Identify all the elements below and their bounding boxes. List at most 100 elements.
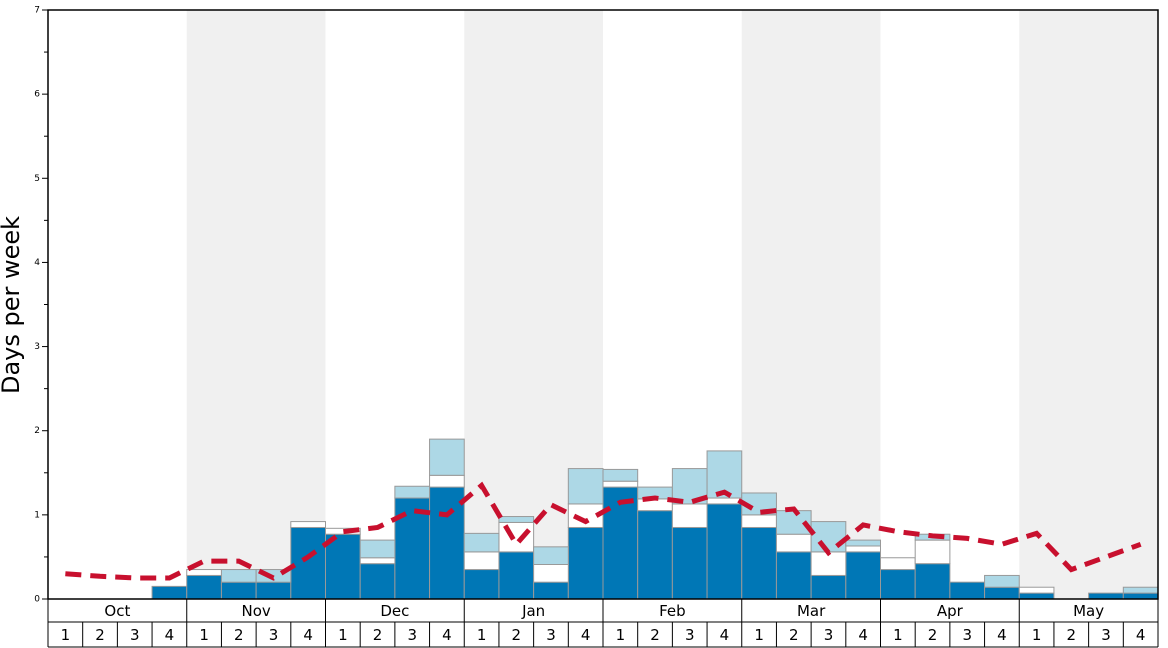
bar-segment	[463, 532, 500, 553]
bar-segment	[533, 564, 569, 583]
x-tick-label: 2	[1067, 626, 1077, 644]
bar-segment	[463, 569, 500, 600]
x-tick-label: 3	[269, 626, 279, 644]
bar-segment	[325, 533, 361, 600]
bar-segment	[463, 551, 500, 571]
bar-segment	[429, 474, 465, 488]
x-tick-label: 4	[165, 626, 175, 644]
x-tick-label: 4	[997, 626, 1007, 644]
month-shade	[1019, 10, 1158, 599]
month-label: Apr	[937, 602, 964, 620]
bar-segment	[602, 468, 639, 482]
bar-segment	[533, 581, 569, 600]
x-tick-label: 2	[512, 626, 522, 644]
bar-segment	[220, 569, 257, 583]
x-tick-label: 2	[789, 626, 799, 644]
bar-segment	[845, 551, 881, 600]
month-label: Feb	[659, 602, 686, 620]
bar-segment	[220, 581, 257, 600]
bar-segment	[810, 574, 847, 600]
x-tick-label: 4	[858, 626, 868, 644]
bar-segment	[290, 526, 326, 600]
bar-segment	[1018, 592, 1055, 600]
x-tick-label: 4	[720, 626, 730, 644]
bar-segment	[186, 569, 222, 576]
bar-segment	[359, 557, 396, 565]
bar-segment	[498, 516, 535, 523]
y-tick-label: 7	[34, 6, 40, 16]
x-tick-label: 3	[1101, 626, 1111, 644]
bar-segment	[359, 539, 396, 559]
x-tick-label: 4	[303, 626, 313, 644]
y-tick-label: 4	[34, 258, 40, 268]
bar-segment	[671, 503, 708, 528]
x-tick-label: 3	[130, 626, 140, 644]
y-tick-label: 0	[34, 595, 40, 605]
bar-segment	[1018, 586, 1055, 594]
trend-line	[65, 481, 1142, 581]
bar-segment	[186, 574, 222, 600]
bar-segment	[151, 585, 188, 600]
x-tick-label: 2	[234, 626, 244, 644]
bar-segment	[533, 546, 569, 566]
bar-segment	[359, 563, 396, 600]
bar-segment	[775, 551, 812, 600]
bar-segment	[637, 510, 673, 600]
bar-segment	[949, 581, 986, 600]
x-tick-label: 4	[1136, 626, 1146, 644]
bar-segment	[567, 468, 604, 505]
x-tick-label: 1	[616, 626, 626, 644]
x-tick-label: 1	[754, 626, 764, 644]
bar-segment	[429, 438, 465, 476]
bar-segment	[290, 521, 326, 528]
y-tick-label: 5	[34, 174, 40, 184]
bar-segment	[671, 526, 708, 600]
x-tick-label: 1	[199, 626, 209, 644]
x-tick-label: 3	[407, 626, 417, 644]
bar-segment	[1122, 586, 1159, 594]
bar-segment	[706, 497, 743, 505]
x-tick-label: 1	[477, 626, 487, 644]
x-tick-label: 2	[95, 626, 105, 644]
x-tick-label: 1	[893, 626, 903, 644]
bar-segment	[567, 526, 604, 600]
bar-segment	[880, 557, 916, 571]
x-tick-label: 1	[338, 626, 348, 644]
month-label: Oct	[104, 602, 130, 620]
bar-segment	[984, 574, 1020, 588]
bar-segment	[429, 486, 465, 600]
bar-segment	[810, 521, 847, 553]
month-label: Mar	[797, 602, 826, 620]
bar-segment	[880, 569, 916, 600]
bar-segment	[741, 514, 777, 528]
bar-segment	[984, 586, 1020, 600]
x-tick-label: 1	[61, 626, 71, 644]
y-tick-label: 2	[34, 426, 40, 436]
y-tick-label: 3	[34, 342, 40, 352]
bar-segment	[255, 581, 292, 600]
month-shade	[186, 10, 326, 599]
month-label: May	[1073, 602, 1104, 620]
x-tick-label: 3	[962, 626, 972, 644]
x-tick-label: 2	[928, 626, 938, 644]
x-tick-label: 1	[1032, 626, 1042, 644]
x-tick-label: 3	[685, 626, 695, 644]
x-tick-label: 2	[650, 626, 660, 644]
bar-segment	[706, 503, 743, 600]
month-label: Nov	[241, 602, 270, 620]
x-tick-label: 4	[442, 626, 452, 644]
bar-segment	[498, 551, 535, 600]
bar-segment	[845, 545, 881, 553]
bar-segment	[325, 527, 361, 535]
bar-segment	[775, 533, 812, 553]
bar-segment	[1122, 592, 1159, 600]
bar-segment	[914, 539, 951, 565]
y-tick-label: 6	[34, 90, 40, 100]
x-tick-label: 4	[581, 626, 591, 644]
x-tick-label: 2	[373, 626, 383, 644]
y-tick-label: 1	[34, 510, 40, 520]
month-label: Jan	[521, 602, 545, 620]
y-axis-label: Days per week	[0, 216, 25, 394]
bar-segment	[1088, 592, 1124, 600]
bar-segment	[741, 526, 777, 600]
